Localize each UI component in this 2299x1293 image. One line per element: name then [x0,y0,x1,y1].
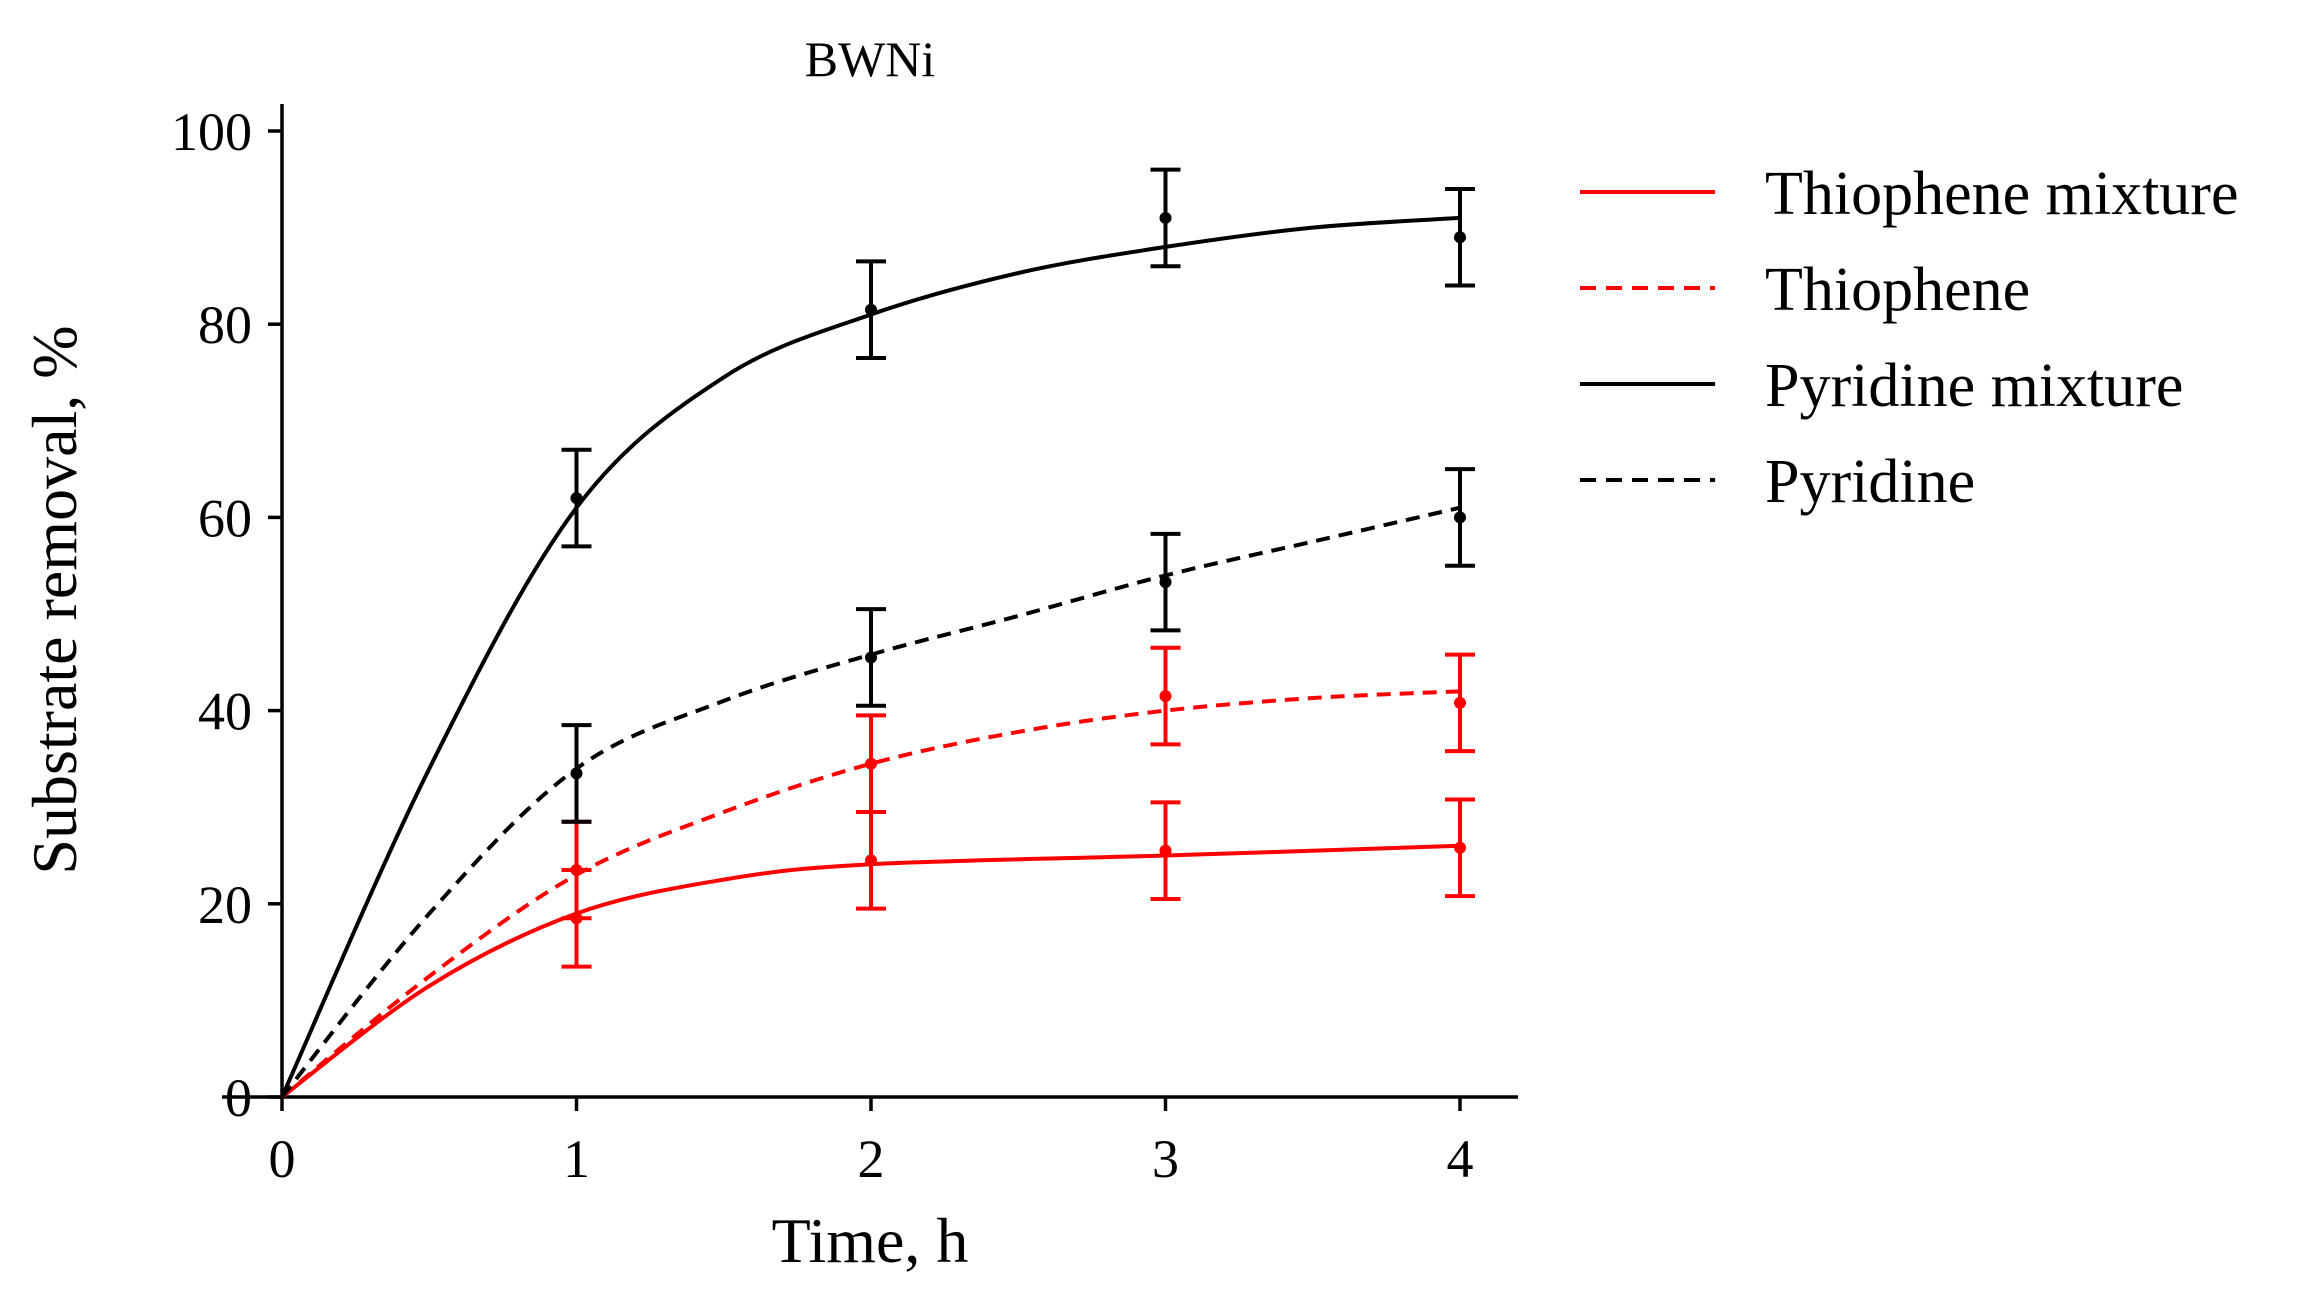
y-tick-label: 60 [198,488,252,548]
pyridine-data-point [570,767,583,780]
thiophene-mixture-fit-line [280,843,1461,1099]
legend-label-thiophene: Thiophene [1765,256,2030,324]
pyridine-data-point [1454,511,1466,524]
legend-label-thiophene-mixture: Thiophene mixture [1765,160,2238,228]
y-tick-label: 0 [225,1068,252,1128]
thiophene-data-point [1454,696,1466,709]
thiophene-data-point [570,863,583,876]
pyridine-mixture-data-point [570,492,583,505]
y-tick-label: 40 [198,682,252,742]
x-tick-label: 0 [269,1129,296,1189]
pyridine-mixture-fit-line [280,215,1461,1098]
chart-title: BWNi [805,31,936,87]
x-tick-label: 2 [858,1129,885,1189]
legend-label-pyridine: Pyridine [1765,448,1975,516]
y-tick-label: 80 [198,295,252,355]
x-tick-label: 4 [1447,1129,1474,1189]
y-tick-label: 20 [198,875,252,935]
pyridine-data-point [1159,576,1172,589]
legend-label-pyridine-mixture: Pyridine mixture [1765,352,2183,420]
x-tick-label: 3 [1152,1129,1179,1189]
thiophene-fit-line [280,689,1461,1099]
y-tick-label: 100 [171,102,252,162]
pyridine-mixture-data-point [1159,211,1172,224]
thiophene-mixture-data-point [865,854,877,867]
pyridine-mixture-data-point [865,303,877,316]
legend: Thiophene mixture Thiophene Pyridine mixtu… [1580,160,2238,516]
thiophene-data-point [865,757,877,770]
x-tick-label: 1 [563,1129,590,1189]
pyridine-mixture-data-point [1454,231,1466,244]
thiophene-mixture-data-point [1159,844,1172,857]
thiophene-mixture-data-point [1454,841,1466,854]
thiophene-data-point [1159,690,1172,703]
y-axis-label: Substrate removal, % [19,325,90,874]
pyridine-data-point [865,651,877,664]
x-axis-label: Time, h [772,1205,969,1276]
pyridine-fit-line [280,505,1461,1099]
